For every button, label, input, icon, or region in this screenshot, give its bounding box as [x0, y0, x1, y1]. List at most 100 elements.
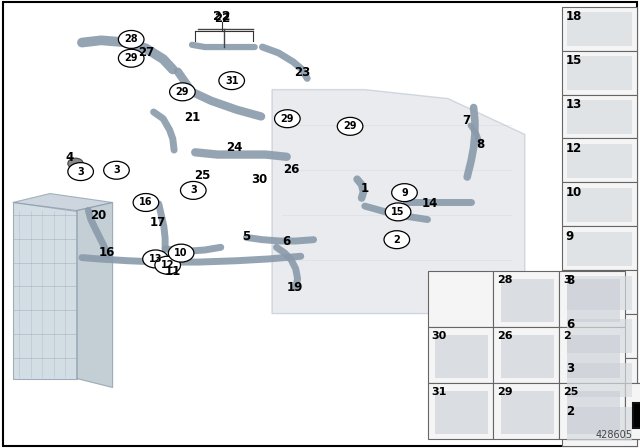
Bar — [562, 95, 637, 138]
Text: 25: 25 — [563, 387, 579, 396]
Text: 12: 12 — [161, 260, 175, 270]
Text: 30: 30 — [251, 172, 268, 186]
Text: 22: 22 — [214, 12, 230, 26]
Bar — [435, 391, 488, 434]
Bar — [428, 327, 493, 383]
Polygon shape — [13, 194, 113, 211]
Bar — [567, 188, 632, 222]
Bar — [567, 100, 632, 134]
Text: 17: 17 — [149, 216, 166, 229]
Text: 19: 19 — [286, 281, 303, 294]
Circle shape — [104, 161, 129, 179]
Text: 6: 6 — [566, 318, 574, 331]
Circle shape — [118, 49, 144, 67]
Bar — [567, 56, 632, 90]
Bar — [435, 335, 488, 378]
Text: 4: 4 — [65, 151, 73, 164]
Bar — [567, 232, 632, 266]
Bar — [562, 182, 637, 226]
Circle shape — [385, 203, 411, 221]
Bar — [562, 51, 637, 95]
Text: 2: 2 — [566, 405, 574, 418]
Text: 20: 20 — [90, 209, 106, 223]
Text: 3: 3 — [563, 275, 571, 284]
Bar — [625, 383, 640, 439]
Text: 28: 28 — [124, 34, 138, 44]
Bar — [567, 144, 632, 178]
Circle shape — [170, 83, 195, 101]
Text: 13: 13 — [566, 98, 582, 111]
Bar — [493, 327, 559, 383]
Text: 29: 29 — [343, 121, 357, 131]
Bar — [559, 383, 625, 439]
Bar — [428, 271, 493, 327]
Bar — [562, 358, 637, 402]
Bar — [501, 391, 554, 434]
Text: 2: 2 — [563, 331, 571, 340]
Text: 21: 21 — [184, 111, 200, 124]
Text: 5: 5 — [242, 230, 250, 243]
Bar — [567, 363, 632, 397]
Text: 9: 9 — [401, 188, 408, 198]
Text: 26: 26 — [497, 331, 513, 340]
Circle shape — [168, 244, 194, 262]
Text: 29: 29 — [124, 53, 138, 63]
Bar — [562, 314, 637, 358]
Text: 13: 13 — [148, 254, 163, 264]
Circle shape — [392, 184, 417, 202]
Text: 428605: 428605 — [595, 430, 632, 440]
Bar — [633, 403, 640, 428]
Bar — [625, 383, 640, 439]
Text: 7: 7 — [462, 114, 470, 128]
Polygon shape — [13, 202, 77, 379]
Text: 11: 11 — [164, 264, 181, 278]
Text: 10: 10 — [566, 186, 582, 199]
Circle shape — [133, 194, 159, 211]
Bar — [562, 402, 637, 446]
Text: 25: 25 — [194, 169, 211, 182]
Bar — [562, 226, 637, 270]
Polygon shape — [77, 202, 113, 388]
Text: 22: 22 — [213, 10, 231, 23]
Text: 8: 8 — [476, 138, 484, 151]
Bar — [567, 391, 620, 434]
Text: 16: 16 — [139, 198, 153, 207]
Bar — [562, 138, 637, 182]
Text: 23: 23 — [294, 66, 310, 79]
Circle shape — [118, 30, 144, 48]
Text: 6: 6 — [283, 234, 291, 248]
Text: 12: 12 — [566, 142, 582, 155]
Text: 18: 18 — [566, 10, 582, 23]
Text: 3: 3 — [113, 165, 120, 175]
Text: 31: 31 — [225, 76, 239, 86]
Text: 27: 27 — [138, 46, 154, 59]
Bar — [567, 319, 632, 353]
Text: 3: 3 — [77, 167, 84, 177]
Circle shape — [384, 231, 410, 249]
Circle shape — [155, 256, 180, 274]
Text: 24: 24 — [226, 141, 243, 155]
Text: 8: 8 — [566, 274, 574, 287]
Text: 29: 29 — [175, 87, 189, 97]
Bar — [562, 270, 637, 314]
Circle shape — [68, 158, 83, 169]
Text: 28: 28 — [497, 275, 513, 284]
Text: 9: 9 — [566, 230, 574, 243]
Bar — [567, 279, 620, 322]
Text: 26: 26 — [283, 163, 300, 176]
Bar — [493, 271, 559, 327]
Text: 14: 14 — [422, 197, 438, 211]
Bar — [428, 383, 493, 439]
Text: 3: 3 — [566, 362, 574, 375]
Text: 15: 15 — [391, 207, 405, 217]
Circle shape — [143, 250, 168, 268]
Text: 10: 10 — [174, 248, 188, 258]
Text: 2: 2 — [394, 235, 400, 245]
Text: 29: 29 — [497, 387, 513, 396]
Bar — [567, 12, 632, 46]
Bar — [567, 407, 632, 441]
Circle shape — [337, 117, 363, 135]
Bar — [567, 335, 620, 378]
Circle shape — [219, 72, 244, 90]
Text: 16: 16 — [99, 246, 115, 259]
